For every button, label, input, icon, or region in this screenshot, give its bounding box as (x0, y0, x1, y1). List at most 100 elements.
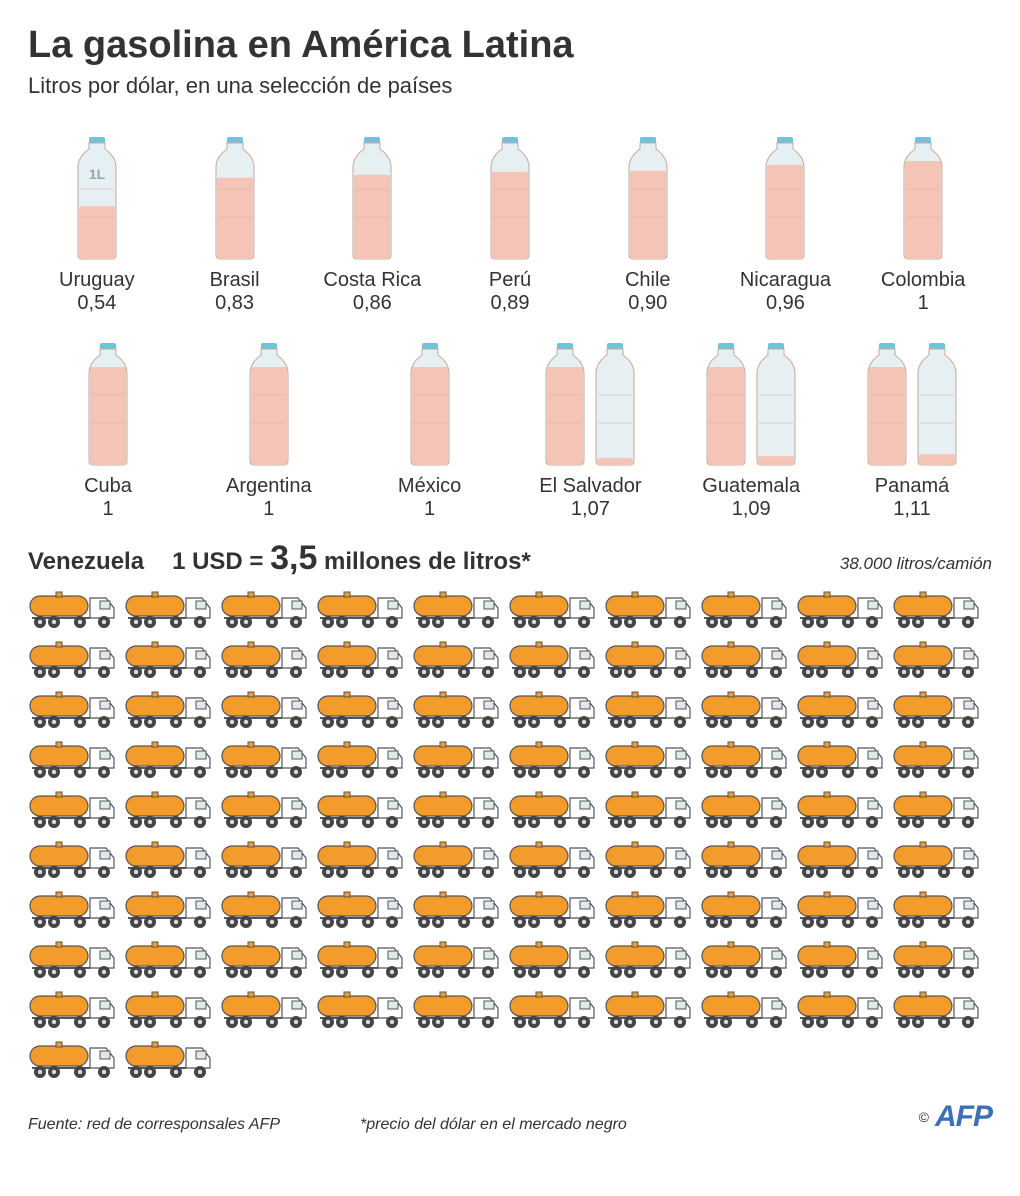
truck-icon (124, 636, 214, 680)
truck-icon (124, 586, 214, 630)
truck-icon (124, 936, 214, 980)
truck-icon (700, 736, 790, 780)
truck-icon (604, 786, 694, 830)
truck-icon (604, 586, 694, 630)
truck-icon (220, 786, 310, 830)
truck-icon (316, 936, 406, 980)
country-value: 0,54 (77, 292, 116, 315)
footer-source: Fuente: red de corresponsales AFP (28, 1116, 280, 1134)
country-cell: Guatemala1,09 (671, 329, 831, 521)
country-name: El Salvador (539, 475, 641, 498)
truck-icon (892, 986, 982, 1030)
country-value: 1 (424, 498, 435, 521)
bottle-icon (212, 123, 258, 263)
svg-text:1L: 1L (89, 166, 106, 182)
country-value: 1 (102, 498, 113, 521)
truck-icon (316, 786, 406, 830)
truck-icon (796, 586, 886, 630)
truck-icon (892, 636, 982, 680)
truck-icon (508, 886, 598, 930)
truck-icon (412, 936, 502, 980)
country-name: Panamá (875, 475, 950, 498)
country-cell: Colombia1 (854, 123, 992, 315)
truck-icon (508, 836, 598, 880)
truck-icon (700, 886, 790, 930)
footer-note: *precio del dólar en el mercado negro (360, 1116, 627, 1134)
truck-icon (412, 786, 502, 830)
truck-icon (124, 736, 214, 780)
venezuela-equation: 1 USD = 3,5 millones de litros* (172, 539, 531, 578)
truck-icon (316, 886, 406, 930)
truck-icon (700, 686, 790, 730)
truck-icon (124, 786, 214, 830)
truck-icon (412, 686, 502, 730)
bottle-icon (407, 329, 453, 469)
countries-row-1: 1L Uruguay0,54 Brasil0,83 Costa Rica0,86… (28, 123, 992, 315)
country-cell: Brasil0,83 (166, 123, 304, 315)
country-value: 1 (263, 498, 274, 521)
truck-icon (892, 886, 982, 930)
country-name: Costa Rica (323, 269, 421, 292)
truck-icon (412, 586, 502, 630)
country-cell: Nicaragua0,96 (717, 123, 855, 315)
truck-icon (796, 836, 886, 880)
truck-icon (604, 686, 694, 730)
country-value: 1,09 (732, 498, 771, 521)
country-value: 0,90 (628, 292, 667, 315)
truck-icon (28, 686, 118, 730)
country-cell: Panamá1,11 (832, 329, 992, 521)
truck-icon (700, 636, 790, 680)
truck-icon (220, 636, 310, 680)
venezuela-right-note: 38.000 litros/camión (840, 554, 992, 574)
truck-icon (700, 836, 790, 880)
truck-icon (604, 836, 694, 880)
country-cell: Perú0,89 (441, 123, 579, 315)
venezuela-eq-prefix: 1 USD = (172, 548, 270, 575)
truck-icon (604, 736, 694, 780)
truck-icon (412, 836, 502, 880)
page-subtitle: Litros por dólar, en una selección de pa… (28, 73, 992, 99)
bottle-icon (542, 329, 638, 469)
truck-icon (700, 786, 790, 830)
country-cell: El Salvador1,07 (510, 329, 670, 521)
truck-icon (892, 936, 982, 980)
truck-icon (220, 586, 310, 630)
country-name: Brasil (210, 269, 260, 292)
truck-icon (796, 686, 886, 730)
bottle-icon: 1L (74, 123, 120, 263)
truck-icon (604, 886, 694, 930)
trucks-grid (28, 586, 992, 1080)
truck-icon (124, 986, 214, 1030)
truck-icon (412, 636, 502, 680)
truck-icon (892, 736, 982, 780)
bottle-icon (85, 329, 131, 469)
truck-icon (700, 936, 790, 980)
truck-icon (124, 1036, 214, 1080)
truck-icon (316, 736, 406, 780)
truck-icon (220, 986, 310, 1030)
truck-icon (412, 736, 502, 780)
truck-icon (892, 586, 982, 630)
truck-icon (28, 986, 118, 1030)
truck-icon (220, 836, 310, 880)
country-cell: Costa Rica0,86 (303, 123, 441, 315)
country-name: Argentina (226, 475, 312, 498)
page-title: La gasolina en América Latina (28, 24, 992, 67)
truck-icon (316, 686, 406, 730)
truck-icon (28, 786, 118, 830)
truck-icon (220, 736, 310, 780)
venezuela-eq-suffix: millones de litros* (317, 548, 530, 575)
truck-icon (28, 836, 118, 880)
truck-icon (28, 936, 118, 980)
truck-icon (316, 636, 406, 680)
truck-icon (124, 836, 214, 880)
country-value: 0,83 (215, 292, 254, 315)
truck-icon (508, 586, 598, 630)
truck-icon (28, 736, 118, 780)
country-value: 0,96 (766, 292, 805, 315)
truck-icon (508, 786, 598, 830)
truck-icon (796, 736, 886, 780)
bottle-icon (487, 123, 533, 263)
countries-row-2: Cuba1 Argentina1 México1 El Sal (28, 329, 992, 521)
bottle-icon (625, 123, 671, 263)
